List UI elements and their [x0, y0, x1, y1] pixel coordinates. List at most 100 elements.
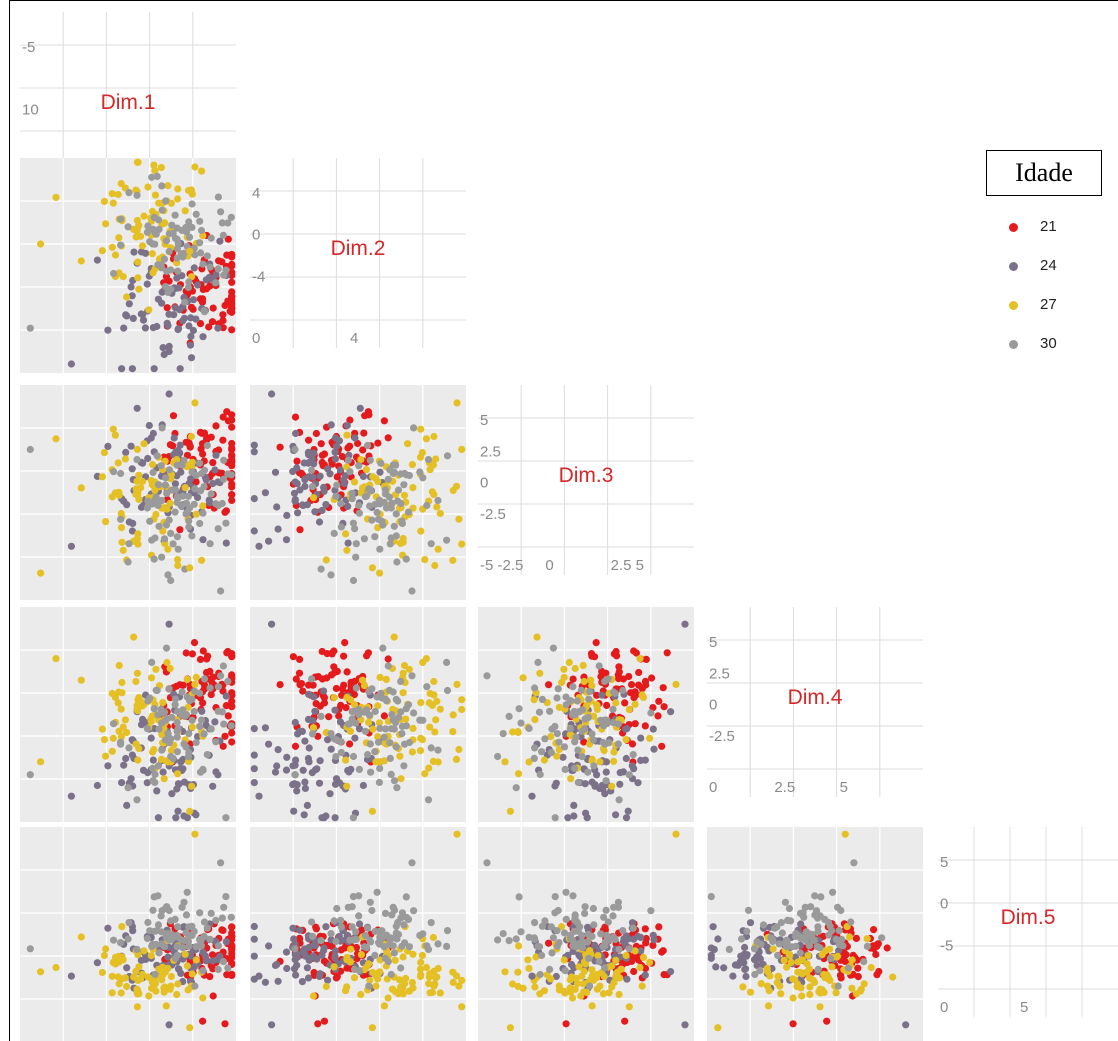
point-idade-24	[298, 727, 306, 736]
point-idade-24	[202, 476, 210, 484]
point-idade-24	[324, 465, 332, 473]
point-idade-24	[742, 972, 750, 981]
point-idade-24	[583, 814, 591, 822]
point-idade-24	[173, 785, 181, 793]
point-idade-30	[197, 768, 205, 776]
point-idade-27	[114, 459, 122, 467]
point-idade-24	[250, 441, 258, 449]
point-idade-27	[453, 680, 461, 689]
point-idade-21	[837, 974, 845, 982]
point-idade-21	[332, 684, 340, 693]
point-idade-30	[346, 936, 354, 944]
point-idade-30	[400, 762, 408, 770]
point-idade-27	[458, 976, 466, 985]
point-idade-21	[221, 301, 229, 310]
point-idade-21	[654, 712, 662, 720]
point-idade-24	[331, 706, 339, 714]
point-idade-30	[625, 771, 633, 779]
point-idade-30	[308, 675, 316, 683]
point-idade-27	[191, 163, 199, 171]
point-idade-27	[458, 1003, 466, 1011]
point-idade-24	[211, 466, 219, 474]
point-idade-27	[164, 545, 172, 553]
point-idade-24	[641, 971, 649, 979]
point-idade-30	[224, 219, 232, 227]
point-idade-30	[784, 916, 792, 925]
point-idade-21	[603, 701, 611, 710]
point-idade-30	[151, 970, 159, 979]
point-idade-30	[595, 662, 603, 670]
point-idade-30	[110, 720, 118, 728]
point-idade-30	[177, 711, 185, 719]
legend-label: 27	[1040, 296, 1057, 313]
point-idade-30	[376, 724, 384, 733]
point-idade-30	[408, 672, 416, 680]
point-idade-27	[134, 274, 142, 282]
point-idade-30	[154, 762, 163, 770]
point-idade-27	[525, 758, 533, 766]
point-idade-24	[598, 691, 606, 699]
point-idade-24	[120, 497, 128, 505]
point-idade-27	[102, 518, 110, 526]
point-idade-30	[517, 928, 525, 936]
point-idade-30	[614, 898, 623, 906]
tick-label: -5	[22, 39, 35, 56]
point-idade-27	[867, 963, 875, 972]
point-idade-30	[410, 424, 418, 432]
point-idade-21	[659, 947, 667, 955]
point-idade-24	[158, 299, 166, 307]
point-idade-24	[159, 344, 167, 352]
point-idade-27	[432, 455, 440, 463]
point-idade-27	[536, 990, 544, 998]
point-idade-30	[750, 945, 759, 953]
point-idade-30	[180, 456, 188, 464]
point-idade-30	[125, 919, 133, 927]
point-idade-24	[176, 365, 184, 373]
point-idade-21	[352, 943, 361, 952]
point-idade-27	[857, 985, 865, 993]
point-idade-30	[609, 912, 617, 920]
tick-label: 0	[709, 779, 717, 796]
point-idade-30	[443, 942, 451, 951]
point-idade-21	[569, 675, 577, 683]
point-idade-30	[169, 754, 177, 763]
point-idade-27	[791, 976, 799, 984]
point-idade-30	[570, 764, 579, 773]
point-idade-24	[835, 946, 843, 955]
point-idade-30	[408, 859, 416, 867]
point-idade-30	[349, 752, 358, 761]
point-idade-30	[362, 706, 371, 714]
point-idade-24	[289, 467, 297, 476]
point-idade-30	[569, 892, 577, 900]
point-idade-21	[212, 422, 220, 430]
tick-label: 0	[545, 557, 553, 574]
point-idade-30	[814, 927, 822, 936]
point-idade-27	[108, 190, 116, 198]
point-idade-30	[581, 715, 589, 723]
point-idade-27	[198, 556, 206, 564]
point-idade-24	[681, 620, 689, 628]
point-idade-30	[214, 942, 222, 950]
point-idade-27	[599, 990, 608, 998]
point-idade-27	[114, 190, 122, 199]
point-idade-30	[171, 695, 179, 703]
point-idade-27	[181, 207, 189, 215]
point-idade-30	[566, 725, 575, 733]
point-idade-21	[162, 272, 170, 280]
point-idade-30	[180, 740, 188, 748]
point-idade-24	[268, 390, 276, 398]
point-idade-30	[397, 499, 405, 508]
point-idade-30	[164, 571, 172, 579]
point-idade-21	[291, 413, 300, 421]
point-idade-30	[799, 909, 807, 917]
point-idade-24	[649, 725, 657, 733]
point-idade-30	[117, 241, 125, 249]
tick-label: -5	[940, 937, 953, 954]
point-idade-24	[137, 503, 146, 511]
point-idade-30	[600, 913, 608, 921]
point-idade-30	[405, 738, 413, 747]
point-idade-27	[52, 193, 60, 201]
point-idade-21	[305, 436, 313, 444]
point-idade-30	[574, 746, 582, 754]
